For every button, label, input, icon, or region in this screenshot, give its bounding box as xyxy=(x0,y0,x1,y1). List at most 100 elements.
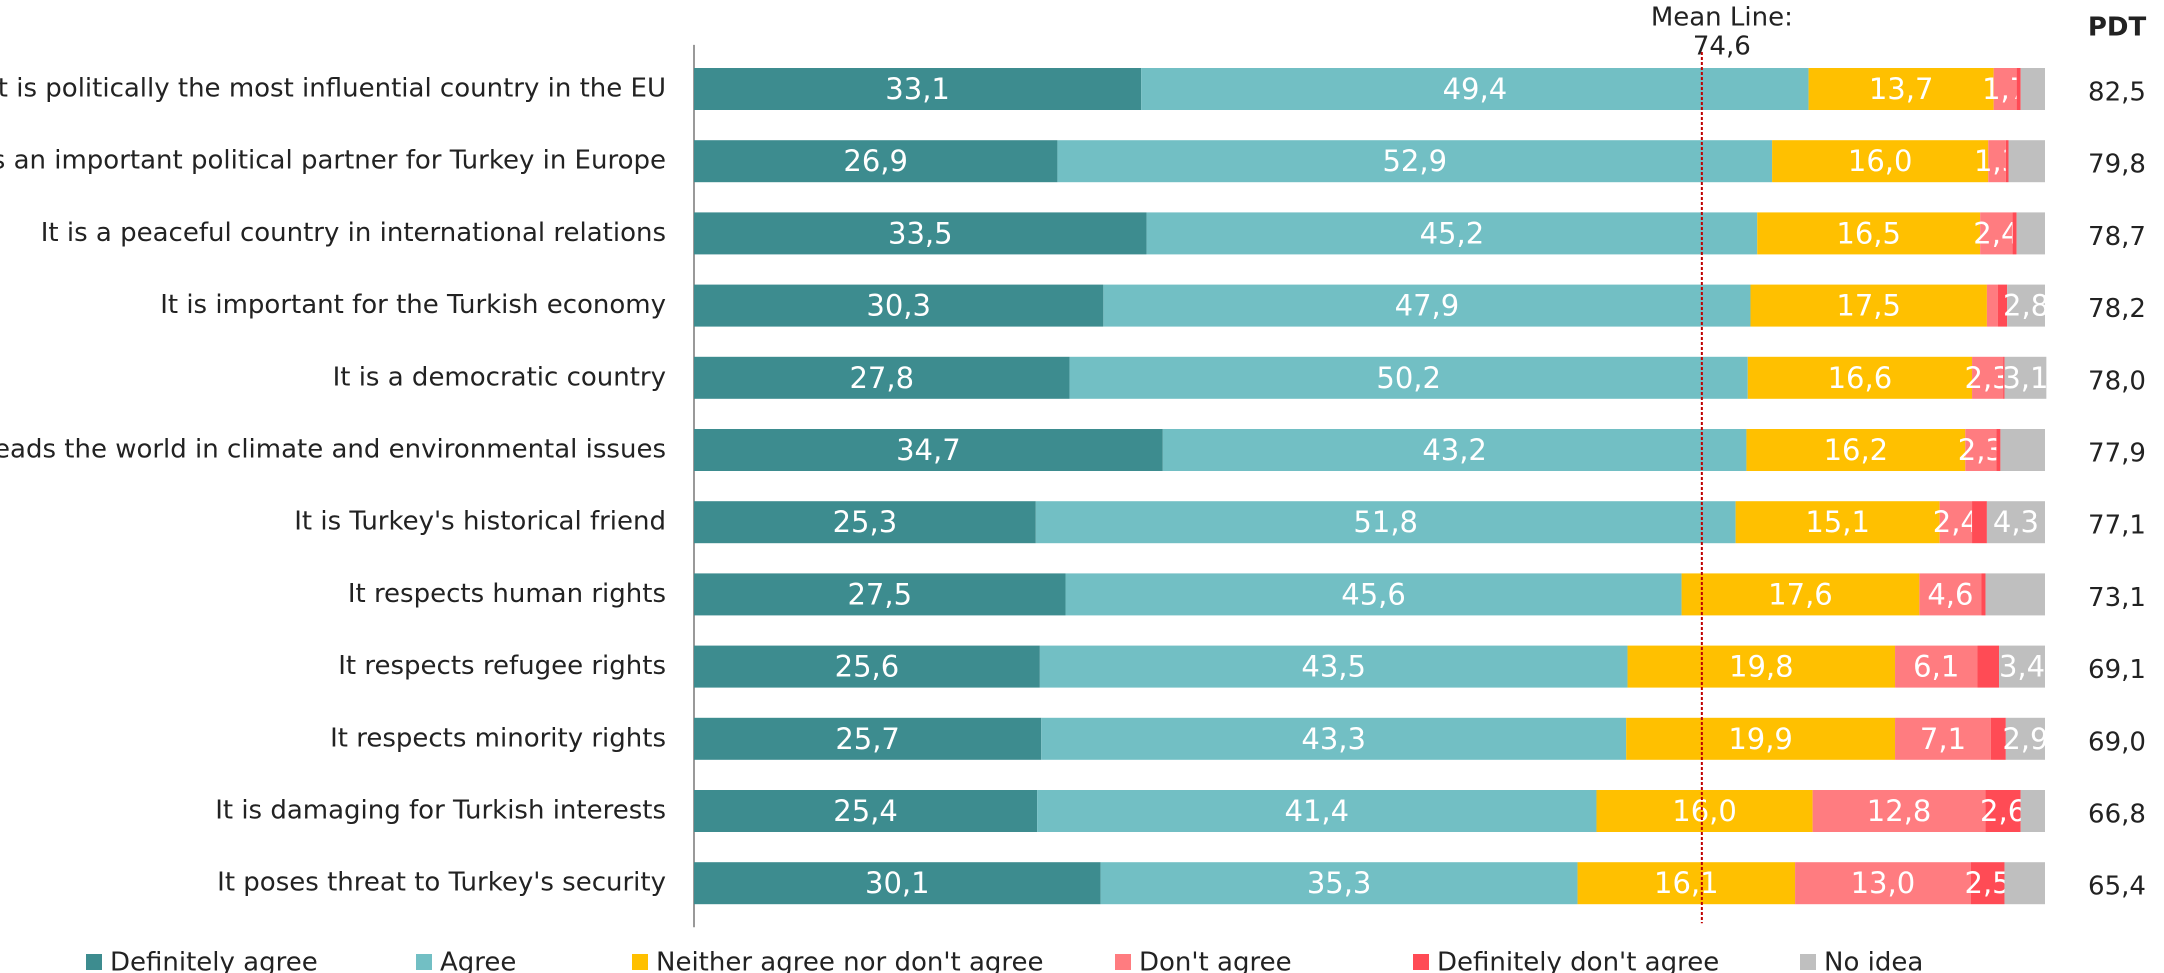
category-label: It is a democratic country xyxy=(333,362,666,392)
segment-label: 16,0 xyxy=(1672,794,1737,828)
category-label: It respects human rights xyxy=(348,579,666,609)
pdt-value: 78,7 xyxy=(2088,222,2146,252)
bar-segment xyxy=(694,645,1040,688)
bar-segment xyxy=(1039,645,1628,688)
legend-label: Agree xyxy=(440,948,516,973)
bar-segment xyxy=(694,284,1104,327)
segment-label: 3,4 xyxy=(1999,650,2045,684)
pdt-value: 78,2 xyxy=(2088,294,2146,324)
segment-label: 30,1 xyxy=(865,866,930,900)
bar-segment xyxy=(694,862,1101,905)
bar-segment xyxy=(1627,645,1896,688)
pdt-value: 66,8 xyxy=(2088,800,2146,830)
mean-line-value: 74,6 xyxy=(1693,32,1751,62)
segment-label: 33,5 xyxy=(888,216,953,250)
bar-segment xyxy=(694,68,1142,110)
bar-segment xyxy=(1162,429,1747,471)
segment-label: 2,4 xyxy=(1973,216,2019,250)
bar-segment xyxy=(1141,68,1809,110)
pdt-value: 65,4 xyxy=(2088,872,2146,902)
bar-segment xyxy=(1065,573,1682,616)
segment-label: 50,2 xyxy=(1376,361,1441,395)
segment-label: 47,9 xyxy=(1395,289,1460,323)
legend-label: No idea xyxy=(1824,948,1923,973)
bar-segment xyxy=(1985,573,2045,616)
segment-label: 16,0 xyxy=(1848,144,1913,178)
bar-segment xyxy=(1037,790,1597,832)
segment-label: 30,3 xyxy=(866,289,931,323)
segment-label: 27,5 xyxy=(847,577,912,611)
bar-segment xyxy=(1993,68,2017,110)
segment-label: 2,9 xyxy=(2002,722,2048,756)
bar-segment xyxy=(1100,862,1578,905)
segment-label: 26,9 xyxy=(843,144,908,178)
bar-segment xyxy=(1965,429,1997,471)
segment-label: 19,9 xyxy=(1728,722,1793,756)
segment-label: 34,7 xyxy=(896,433,961,467)
bar-segment xyxy=(1146,212,1758,255)
segment-label: 35,3 xyxy=(1307,866,1372,900)
bar-segment xyxy=(1895,645,1978,688)
segment-label: 3,1 xyxy=(2002,361,2048,395)
legend-label: Definitely agree xyxy=(110,948,318,973)
bar-segment xyxy=(2012,212,2017,255)
bar-segment xyxy=(1747,356,1973,399)
category-label: It is damaging for Turkish interests xyxy=(215,796,666,826)
bar-segment xyxy=(1990,717,2006,760)
bar-segment xyxy=(1746,429,1966,471)
segment-label: 43,5 xyxy=(1301,650,1366,684)
pdt-value: 82,5 xyxy=(2088,78,2146,108)
segment-label: 51,8 xyxy=(1353,505,1418,539)
bar-segment xyxy=(1757,212,1981,255)
pdt-value: 79,8 xyxy=(2088,150,2146,180)
bar-segment xyxy=(694,356,1070,399)
category-label: It leads the world in climate and enviro… xyxy=(0,435,666,465)
bar-segment xyxy=(1986,284,1998,327)
category-label: It respects minority rights xyxy=(330,723,666,753)
bar-segment xyxy=(2020,68,2045,110)
bar-segment xyxy=(1970,862,2005,905)
segment-label: 43,3 xyxy=(1301,722,1366,756)
segment-label: 52,9 xyxy=(1382,144,1447,178)
bar-segment xyxy=(2008,140,2045,183)
bar-segment xyxy=(1812,790,1986,832)
category-label: It respects refugee rights xyxy=(338,651,666,681)
bar-segment xyxy=(694,212,1147,255)
bar-segment xyxy=(1596,790,1813,832)
bar-segment xyxy=(1626,717,1896,760)
segment-label: 19,8 xyxy=(1729,650,1794,684)
segment-label: 25,6 xyxy=(835,650,900,684)
segment-label: 2,4 xyxy=(1933,505,1979,539)
bar-segment xyxy=(1988,140,2006,183)
bar-segment xyxy=(1980,212,2013,255)
bar-segment xyxy=(1577,862,1796,905)
legend-label: Definitely don't agree xyxy=(1437,948,1719,973)
bar-segment xyxy=(1681,573,1920,616)
category-label: It is important for the Turkish economy xyxy=(160,290,666,320)
segment-label: 17,6 xyxy=(1768,577,1833,611)
segment-label: 2,3 xyxy=(1958,433,2004,467)
segment-label: 15,1 xyxy=(1805,505,1870,539)
segment-label: 27,8 xyxy=(849,361,914,395)
bar-segment xyxy=(1795,862,1971,905)
bar-segment xyxy=(2005,717,2045,760)
bar-segment xyxy=(2016,68,2021,110)
mean-line-label: Mean Line: xyxy=(1651,3,1793,33)
bar-segment xyxy=(694,573,1066,616)
bar-segment xyxy=(1939,501,1973,544)
segment-label: 13,0 xyxy=(1851,866,1916,900)
pdt-value: 69,0 xyxy=(2088,727,2146,757)
bar-segment xyxy=(1997,284,2008,327)
category-label: It is politically the most influential c… xyxy=(0,74,666,104)
bar-segment xyxy=(1986,501,2045,544)
segment-label: 25,3 xyxy=(833,505,898,539)
bar-segment xyxy=(2004,862,2045,905)
bar-segment xyxy=(1981,573,1986,616)
bar-segment xyxy=(694,140,1058,183)
segment-label: 41,4 xyxy=(1285,794,1350,828)
bar-segment xyxy=(1735,501,1940,544)
bar-segment xyxy=(1808,68,1994,110)
category-label: It is a peaceful country in internationa… xyxy=(41,218,666,248)
segment-label: 25,7 xyxy=(835,722,900,756)
